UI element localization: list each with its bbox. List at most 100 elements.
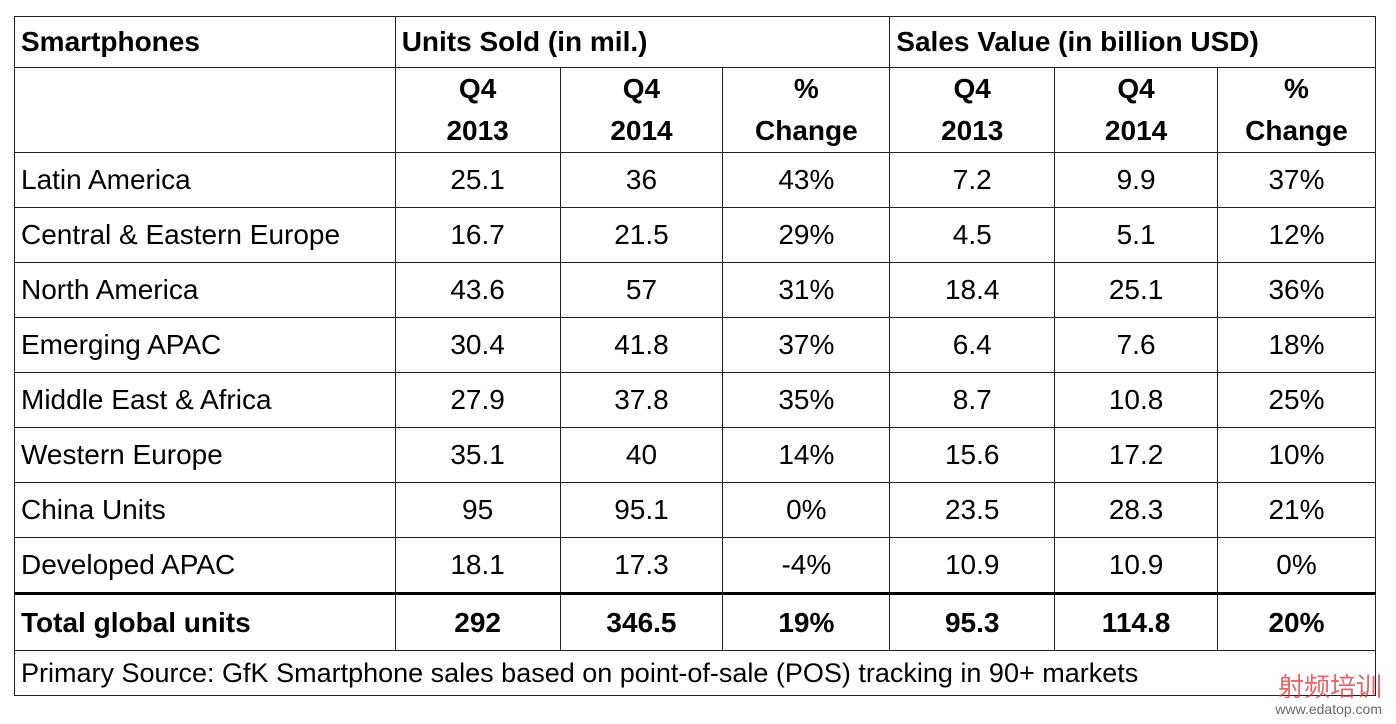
table-body: Smartphones Units Sold (in mil.) Sales V… xyxy=(14,16,1376,696)
value-cell: 0% xyxy=(722,482,891,538)
subheader-line: Q4 xyxy=(458,73,497,104)
value-cell: 35% xyxy=(722,372,891,428)
value-cell: 21% xyxy=(1217,482,1376,538)
region-cell: Developed APAC xyxy=(14,537,396,594)
data-row: Central & Eastern Europe 16.7 21.5 29% 4.5 5.… xyxy=(14,207,1376,263)
value-cell: 31% xyxy=(722,262,891,318)
region-cell: Central & Eastern Europe xyxy=(14,207,396,263)
group-header: Sales Value (in billion USD) xyxy=(889,16,1376,68)
subheader-line: 2014 xyxy=(1104,115,1168,146)
data-row: North America 43.6 57 31% 18.4 25.1 36% xyxy=(14,262,1376,318)
subheader-line: 2013 xyxy=(941,115,1004,146)
watermark-url: www.edatop.com xyxy=(1275,701,1382,717)
watermark: 射频培训 www.edatop.com xyxy=(1275,672,1382,720)
value-cell: 10.9 xyxy=(889,537,1056,594)
footnote-row: Primary Source: GfK Smartphone sales bas… xyxy=(14,650,1376,696)
total-cell: 346.5 xyxy=(559,592,724,651)
value-cell: 5.1 xyxy=(1054,207,1218,263)
value-cell: 21.5 xyxy=(559,207,724,263)
subheader-line: Q4 xyxy=(1117,73,1155,104)
value-cell: 16.7 xyxy=(394,207,561,263)
subheader-line: % xyxy=(793,73,819,104)
value-cell: 27.9 xyxy=(394,372,561,428)
subheader-line: 2014 xyxy=(610,115,673,146)
subheader-cell xyxy=(14,67,396,153)
data-row: Middle East & Africa 27.9 37.8 35% 8.7 10.8 25… xyxy=(14,372,1376,428)
data-row: Western Europe 35.1 40 14% 15.6 17.2 10% xyxy=(14,427,1376,483)
value-cell: 23.5 xyxy=(889,482,1056,538)
value-cell: 40 xyxy=(559,427,724,483)
value-cell: 37% xyxy=(1217,152,1376,208)
value-cell: 8.7 xyxy=(889,372,1056,428)
value-cell: 36% xyxy=(1217,262,1376,318)
value-cell: 43% xyxy=(722,152,891,208)
region-cell: China Units xyxy=(14,482,396,538)
value-cell: 43.6 xyxy=(394,262,561,318)
value-cell: 10% xyxy=(1217,427,1376,483)
group-header: Units Sold (in mil.) xyxy=(394,16,891,68)
value-cell: 25.1 xyxy=(1054,262,1218,318)
value-cell: 35.1 xyxy=(394,427,561,483)
value-cell: 95 xyxy=(394,482,561,538)
watermark-brand: 射频培训 xyxy=(1277,672,1382,702)
value-cell: 15.6 xyxy=(889,427,1056,483)
value-cell: 29% xyxy=(722,207,891,263)
sales-table: Smartphones Units Sold (in mil.) Sales V… xyxy=(14,16,1376,696)
value-cell: 12% xyxy=(1217,207,1376,263)
footnote: Primary Source: GfK Smartphone sales bas… xyxy=(14,650,1376,696)
value-cell: 25% xyxy=(1217,372,1376,428)
value-cell: 7.6 xyxy=(1054,317,1218,373)
subheader-line: 2013 xyxy=(446,115,509,146)
subheader-line: Q4 xyxy=(953,73,991,104)
header-row: Smartphones Units Sold (in mil.) Sales V… xyxy=(14,16,1376,68)
value-cell: 36 xyxy=(559,152,724,208)
value-cell: 57 xyxy=(559,262,724,318)
data-row: China Units 95 95.1 0% 23.5 28.3 21% xyxy=(14,482,1376,538)
value-cell: 9.9 xyxy=(1054,152,1218,208)
region-cell: North America xyxy=(14,262,396,318)
total-label: Total global units xyxy=(14,592,396,651)
total-cell: 20% xyxy=(1217,592,1376,651)
total-cell: 292 xyxy=(394,592,561,651)
region-cell: Western Europe xyxy=(14,427,396,483)
region-cell: Emerging APAC xyxy=(14,317,396,373)
value-cell: 17.2 xyxy=(1054,427,1218,483)
header-title: Smartphones xyxy=(14,16,396,68)
value-cell: 18.4 xyxy=(889,262,1056,318)
subheader-cell: % Change xyxy=(722,67,891,153)
data-row: Emerging APAC 30.4 41.8 37% 6.4 7.6 18% xyxy=(14,317,1376,373)
subheader-cell: Q4 2013 xyxy=(889,67,1056,153)
value-cell: 10.8 xyxy=(1054,372,1218,428)
value-cell: 10.9 xyxy=(1054,537,1218,594)
subheader-line: Change xyxy=(1245,115,1348,146)
data-row: Latin America 25.1 36 43% 7.2 9.9 37% xyxy=(14,152,1376,208)
value-cell: 28.3 xyxy=(1054,482,1218,538)
value-cell: 37.8 xyxy=(559,372,724,428)
value-cell: 4.5 xyxy=(889,207,1056,263)
value-cell: 30.4 xyxy=(394,317,561,373)
subheader-line: % xyxy=(1284,73,1309,104)
value-cell: 17.3 xyxy=(559,537,724,594)
subheader-cell: Q4 2014 xyxy=(1054,67,1218,153)
subheader-cell: % Change xyxy=(1217,67,1376,153)
subheader-cell: Q4 2014 xyxy=(559,67,724,153)
value-cell: 41.8 xyxy=(559,317,724,373)
total-cell: 114.8 xyxy=(1054,592,1218,651)
value-cell: 6.4 xyxy=(889,317,1056,373)
value-cell: 95.1 xyxy=(559,482,724,538)
region-cell: Middle East & Africa xyxy=(14,372,396,428)
subheader-cell: Q4 2013 xyxy=(394,67,561,153)
value-cell: -4% xyxy=(722,537,891,594)
value-cell: 0% xyxy=(1217,537,1376,594)
total-row: Total global units 292 346.5 19% 95.3 114.8 20… xyxy=(14,592,1376,651)
value-cell: 25.1 xyxy=(394,152,561,208)
value-cell: 18.1 xyxy=(394,537,561,594)
region-cell: Latin America xyxy=(14,152,396,208)
value-cell: 14% xyxy=(722,427,891,483)
subheader-row: Q4 2013 Q4 2014% Change Q4 2013 Q4 2014% Change xyxy=(14,67,1376,153)
value-cell: 37% xyxy=(722,317,891,373)
subheader-line: Change xyxy=(755,115,858,146)
value-cell: 18% xyxy=(1217,317,1376,373)
total-cell: 19% xyxy=(722,592,891,651)
